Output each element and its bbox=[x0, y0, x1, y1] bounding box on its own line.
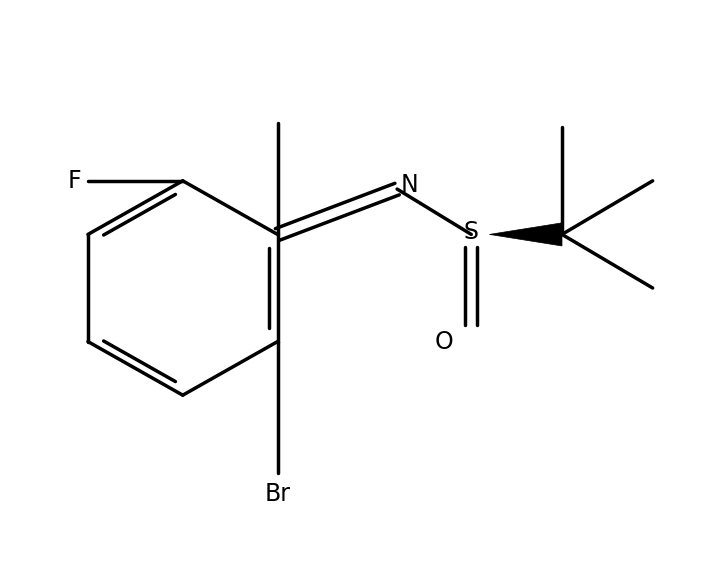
Text: N: N bbox=[400, 173, 418, 197]
Text: O: O bbox=[434, 329, 453, 354]
Text: S: S bbox=[464, 220, 479, 244]
Text: F: F bbox=[68, 169, 81, 193]
Polygon shape bbox=[490, 223, 562, 246]
Text: Br: Br bbox=[264, 482, 291, 506]
